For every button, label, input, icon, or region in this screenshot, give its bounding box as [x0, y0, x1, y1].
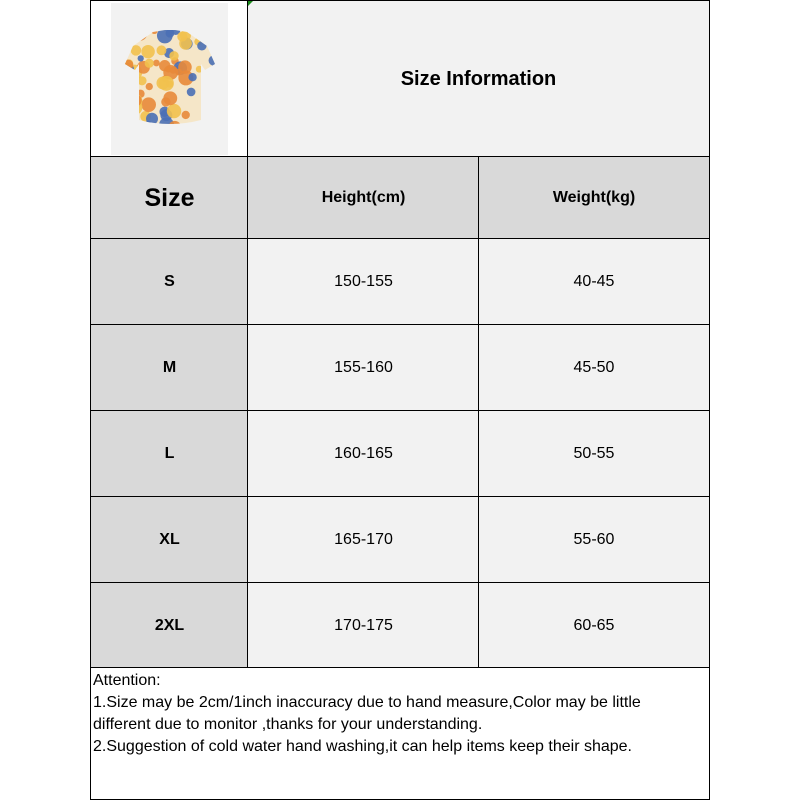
cell-value: M: [162, 359, 177, 376]
cell-height: 170-175: [248, 583, 479, 668]
flower-mark: [158, 75, 174, 91]
flower-mark: [166, 103, 181, 119]
flower-mark: [177, 60, 192, 74]
header-label: Weight(kg): [552, 189, 636, 206]
flower-mark: [136, 76, 147, 86]
flower-mark: [131, 30, 147, 41]
cell-weight: 50-55: [479, 411, 709, 497]
flower-mark: [144, 58, 154, 68]
cell-value: 40-45: [573, 273, 615, 290]
flower-mark: [186, 87, 195, 97]
flower-mark: [187, 73, 197, 82]
cell-value: 2XL: [154, 616, 185, 634]
flower-mark: [195, 65, 203, 73]
flower-mark: [203, 107, 215, 121]
flower-mark: [137, 55, 144, 62]
notes-heading: Attention:: [93, 672, 161, 689]
cell-value: 160-165: [334, 445, 393, 462]
flower-mark: [168, 120, 181, 124]
flower-mark: [168, 51, 179, 61]
cell-value: 55-60: [573, 531, 615, 548]
grid-line: [478, 157, 479, 668]
note-line: different due to monitor ,thanks for you…: [93, 716, 483, 733]
page-title: Size Information: [400, 67, 557, 90]
cell-marker-icon: [248, 0, 254, 6]
header-height: Height(cm): [248, 157, 479, 239]
cell-size: M: [91, 325, 248, 411]
flower-mark: [177, 70, 193, 86]
cell-weight: 45-50: [479, 325, 709, 411]
cell-size: S: [91, 239, 248, 325]
flower-mark: [135, 30, 142, 36]
cell-size: L: [91, 411, 248, 497]
flower-mark: [140, 97, 156, 112]
flower-mark: [162, 91, 177, 106]
flower-mark: [210, 76, 215, 83]
flower-mark: [130, 45, 141, 56]
cell-height: 160-165: [248, 411, 479, 497]
cell-height: 165-170: [248, 497, 479, 583]
product-image-cell: [91, 1, 248, 157]
grid-line: [90, 0, 91, 800]
flower-mark: [201, 117, 212, 124]
grid-line: [90, 238, 710, 239]
flower-mark: [150, 30, 158, 35]
cell-value: S: [164, 273, 175, 290]
flower-mark: [156, 45, 166, 56]
flower-mark: [204, 81, 211, 89]
flower-mark: [156, 30, 173, 44]
attention-notes: Attention: 1.Size may be 2cm/1inch inacc…: [93, 670, 707, 758]
cell-weight: 60-65: [479, 583, 709, 668]
flower-mark: [129, 94, 142, 107]
cell-value: 155-160: [334, 359, 393, 376]
note-line: 2.Suggestion of cold water hand washing,…: [93, 738, 632, 755]
flower-mark: [126, 112, 134, 120]
product-image: [124, 30, 215, 124]
grid-line: [90, 667, 710, 668]
flower-mark: [124, 59, 133, 71]
flower-mark: [209, 84, 215, 94]
title-cell: Size Information: [248, 1, 709, 157]
cell-weight: 40-45: [479, 239, 709, 325]
flower-mark: [181, 110, 190, 120]
flower-mark: [133, 121, 144, 124]
cell-value: 50-55: [573, 445, 615, 462]
cell-size: 2XL: [91, 583, 248, 668]
grid-line: [90, 496, 710, 497]
grid-line: [90, 410, 710, 411]
note-line: 1.Size may be 2cm/1inch inaccuracy due t…: [93, 694, 641, 711]
grid-line: [90, 0, 710, 1]
cell-value: 45-50: [573, 359, 615, 376]
cell-height: 155-160: [248, 325, 479, 411]
flower-mark: [178, 37, 192, 50]
flower-mark: [196, 41, 207, 51]
cell-value: XL: [159, 531, 180, 548]
header-label: Size: [144, 183, 195, 212]
flower-mark: [208, 55, 215, 66]
cell-value: 165-170: [334, 531, 393, 548]
cell-value: 60-65: [573, 616, 615, 634]
grid-line: [90, 324, 710, 325]
cell-size: XL: [91, 497, 248, 583]
cell-value: 170-175: [334, 616, 393, 634]
header-weight: Weight(kg): [479, 157, 709, 239]
cell-value: L: [164, 445, 175, 462]
cell-weight: 55-60: [479, 497, 709, 583]
grid-line: [709, 0, 710, 800]
grid-line: [247, 0, 248, 668]
flower-mark: [158, 117, 174, 124]
flower-mark: [124, 36, 132, 50]
header-label: Height(cm): [321, 189, 406, 206]
flower-mark: [152, 59, 160, 67]
flower-mark: [145, 82, 153, 91]
cell-value: 150-155: [334, 273, 393, 290]
flower-mark: [202, 82, 215, 97]
flower-mark: [140, 44, 155, 59]
grid-line: [90, 582, 710, 583]
grid-line: [90, 156, 710, 157]
cell-height: 150-155: [248, 239, 479, 325]
flower-mark: [145, 112, 158, 124]
header-size: Size: [91, 157, 248, 239]
